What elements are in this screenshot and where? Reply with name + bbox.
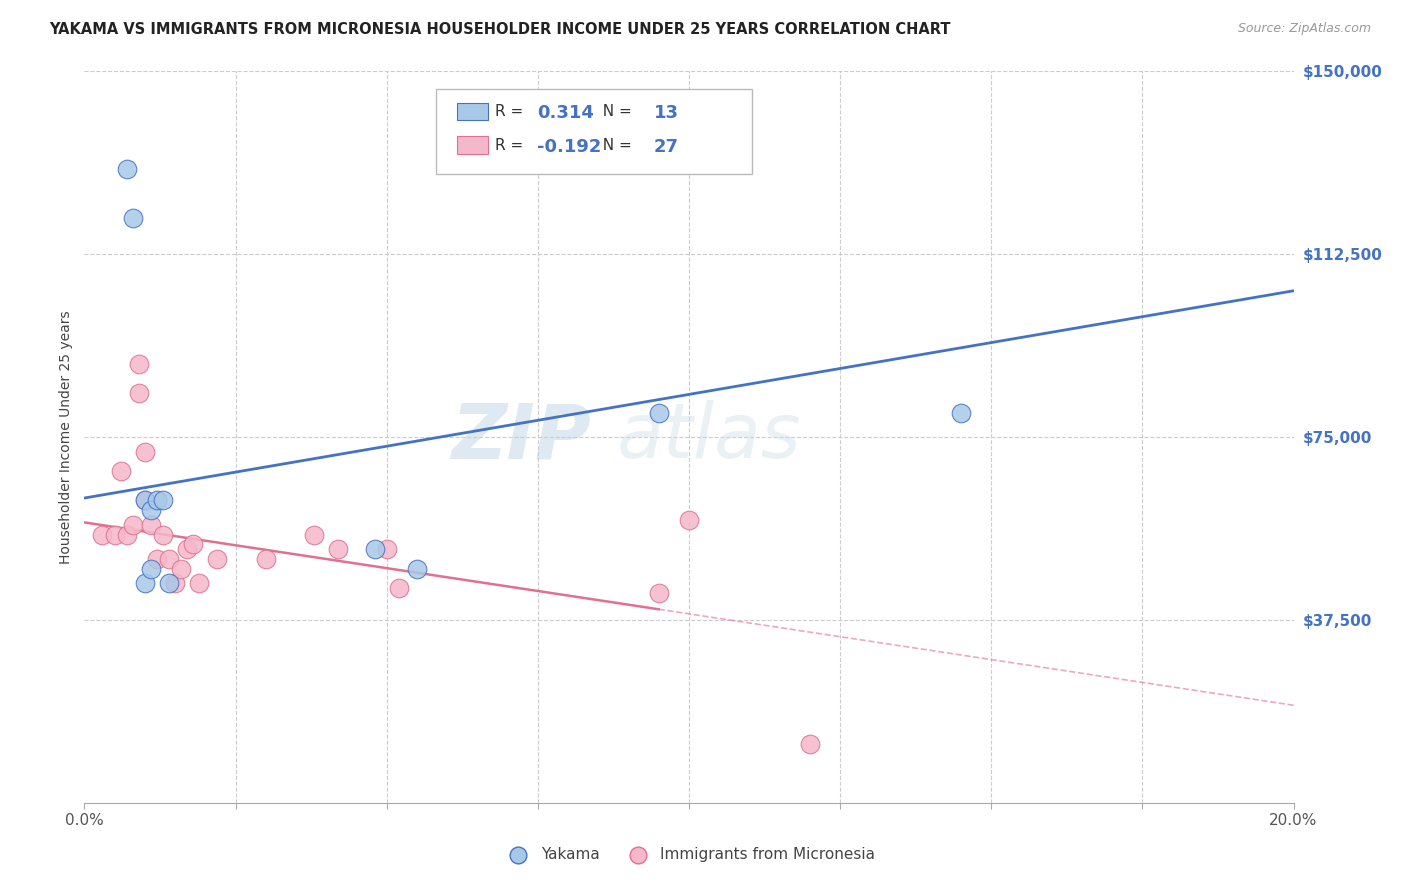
- Text: N =: N =: [593, 104, 641, 120]
- Point: [121, 517, 143, 532]
- Point: [388, 581, 411, 595]
- Point: [799, 737, 821, 751]
- Point: [176, 542, 198, 557]
- Point: [146, 493, 169, 508]
- Point: [328, 542, 350, 557]
- Point: [128, 357, 150, 371]
- Text: YAKAMA VS IMMIGRANTS FROM MICRONESIA HOUSEHOLDER INCOME UNDER 25 YEARS CORRELATI: YAKAMA VS IMMIGRANTS FROM MICRONESIA HOU…: [49, 22, 950, 37]
- Point: [110, 464, 132, 478]
- Text: ZIP: ZIP: [453, 401, 592, 474]
- Point: [950, 406, 973, 420]
- Legend: Yakama, Immigrants from Micronesia: Yakama, Immigrants from Micronesia: [496, 841, 882, 868]
- Point: [121, 211, 143, 225]
- Point: [115, 527, 138, 541]
- Point: [157, 552, 180, 566]
- Text: N =: N =: [593, 138, 641, 153]
- Point: [152, 527, 174, 541]
- Point: [104, 527, 127, 541]
- Point: [139, 503, 162, 517]
- Point: [207, 552, 229, 566]
- Text: atlas: atlas: [616, 401, 801, 474]
- Point: [134, 444, 156, 458]
- Text: Source: ZipAtlas.com: Source: ZipAtlas.com: [1237, 22, 1371, 36]
- Point: [375, 542, 398, 557]
- Text: R =: R =: [495, 138, 533, 153]
- Point: [165, 576, 187, 591]
- Point: [152, 493, 174, 508]
- Point: [134, 493, 156, 508]
- Point: [91, 527, 114, 541]
- Text: 0.314: 0.314: [537, 104, 593, 122]
- Text: 27: 27: [654, 138, 679, 156]
- Text: 13: 13: [654, 104, 679, 122]
- Y-axis label: Householder Income Under 25 years: Householder Income Under 25 years: [59, 310, 73, 564]
- Point: [128, 386, 150, 401]
- Point: [254, 552, 277, 566]
- Text: R =: R =: [495, 104, 533, 120]
- Point: [188, 576, 211, 591]
- Point: [363, 542, 385, 557]
- Point: [115, 161, 138, 176]
- Point: [648, 586, 671, 600]
- Point: [302, 527, 325, 541]
- Point: [139, 562, 162, 576]
- Point: [134, 493, 156, 508]
- Point: [157, 576, 180, 591]
- Point: [406, 562, 429, 576]
- Point: [134, 576, 156, 591]
- Point: [678, 513, 700, 527]
- Point: [648, 406, 671, 420]
- Point: [139, 517, 162, 532]
- Point: [181, 537, 204, 551]
- Point: [170, 562, 193, 576]
- Text: -0.192: -0.192: [537, 138, 602, 156]
- Point: [146, 552, 169, 566]
